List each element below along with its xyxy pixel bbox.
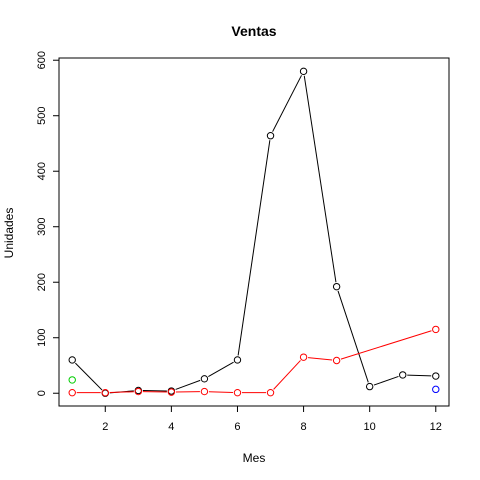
series-2-segment [109,391,134,394]
data-point [233,356,242,364]
x-tick-label: 10 [364,421,376,433]
y-axis: 0 100 200 300 400 500 600 [36,51,60,396]
series-layer [68,67,440,397]
x-tick-label: 4 [168,421,174,433]
y-tick-label: 300 [36,218,48,236]
data-point [134,387,143,396]
data-point [266,388,275,397]
series-2-segment [273,360,301,390]
data-point [332,356,341,365]
data-point [167,388,176,396]
data-point [332,282,341,291]
x-axis-label: Mes [243,451,266,465]
series-1-segment [337,290,369,383]
data-point [266,132,275,140]
y-axis-label: Unidades [2,208,16,259]
data-point [299,353,308,361]
y-tick-label: 100 [36,329,48,347]
data-point [399,371,407,379]
y-tick-label: 500 [36,107,48,125]
y-tick-label: 0 [36,390,48,396]
x-tick-label: 8 [301,421,307,433]
series-2-segment [340,330,432,360]
chart-title: Ventas [231,23,276,39]
series-1-segment [373,375,399,386]
series-1-segment [208,361,234,378]
series-1 [68,67,440,397]
data-point [365,382,374,391]
y-tick-label: 400 [36,162,48,180]
data-point [200,387,209,396]
series-3 [68,376,76,384]
series-4 [432,385,440,394]
series-1-segment [237,140,271,356]
data-point [299,67,308,76]
series-1-segment [272,75,302,132]
series-1-segment [303,75,337,283]
data-point [200,375,209,383]
data-point [432,325,440,334]
data-point [432,372,440,380]
series-2-segment [308,357,333,361]
x-tick-label: 2 [102,421,108,433]
data-point [68,356,76,364]
plot-frame [58,57,450,407]
series-1-segment [175,379,201,390]
x-tick-label: 6 [234,421,240,433]
series-2 [68,325,440,397]
series-1-segment [75,362,103,391]
series-2-segment [208,391,233,394]
x-tick-label: 12 [430,421,442,433]
data-point [432,385,440,394]
data-point [68,388,76,397]
series-1-segment [407,374,432,377]
data-point [101,388,109,397]
data-point [68,376,76,384]
data-point [233,388,242,397]
y-tick-label: 200 [36,273,48,291]
y-tick-label: 600 [36,51,48,69]
x-axis: 2 4 6 8 10 12 [102,405,442,433]
